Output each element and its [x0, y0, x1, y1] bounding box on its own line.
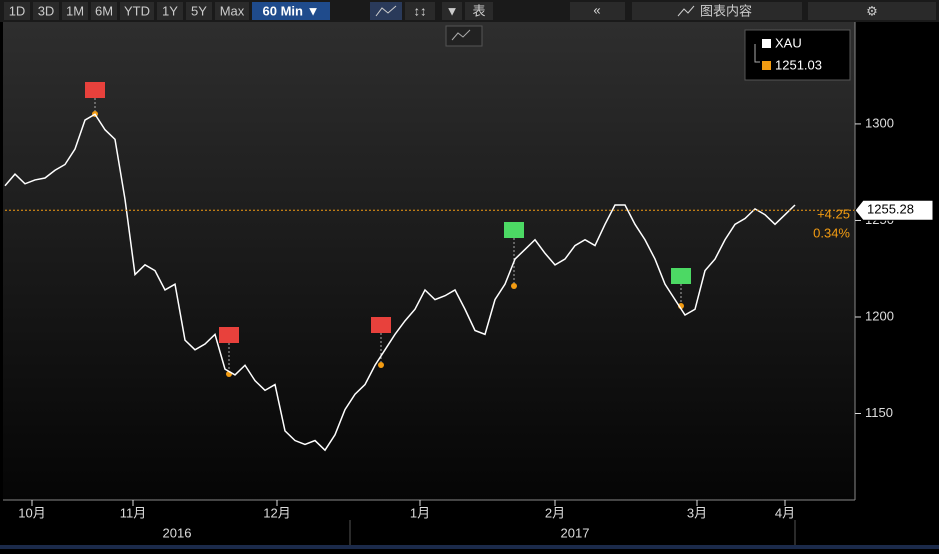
year-label: 2016 [163, 525, 192, 540]
year-label: 2017 [561, 525, 590, 540]
chart-type-icon [451, 29, 471, 41]
flag-dot [378, 362, 384, 368]
x-tick-label: 11月 [120, 505, 147, 520]
x-tick-label: 10月 [18, 505, 45, 520]
range-button[interactable] [186, 2, 212, 20]
sell-flag [85, 82, 105, 98]
range-label: 3D [38, 3, 55, 18]
last-price-box [854, 199, 934, 221]
settings-icon: ⚙ [866, 3, 878, 18]
range-button[interactable] [62, 2, 88, 20]
x-tick-label: 3月 [687, 505, 707, 520]
plot-area [3, 22, 855, 500]
y-tick-label: 1150 [865, 405, 893, 420]
settings-button[interactable] [808, 2, 936, 20]
legend-connector [754, 44, 760, 63]
interval-button[interactable] [252, 2, 330, 20]
range-button[interactable] [33, 2, 59, 20]
range-button[interactable] [215, 2, 249, 20]
change-label: +4.25 [817, 207, 850, 222]
bar-icon-button[interactable] [405, 2, 435, 20]
chart-content-button[interactable] [632, 2, 802, 20]
collapse-button[interactable] [570, 2, 625, 20]
flag-dot [511, 283, 517, 289]
range-button[interactable] [157, 2, 183, 20]
range-label: 5Y [191, 3, 207, 18]
range-label: Max [220, 3, 245, 18]
x-tick-label: 1月 [410, 505, 430, 520]
sell-flag [219, 327, 239, 343]
x-tick-label: 12月 [263, 505, 290, 520]
dropdown[interactable] [442, 2, 462, 20]
range-button[interactable] [120, 2, 154, 20]
legend [744, 29, 851, 81]
legend-value: 1251.03 [775, 57, 822, 72]
buy-flag [671, 268, 691, 284]
bar-icon: ↕↕ [414, 3, 427, 18]
last-price-label: 1255.28 [867, 202, 914, 217]
range-label: 1D [9, 3, 26, 18]
flags [85, 82, 691, 377]
range-label: 1M [66, 3, 84, 18]
price-line [4, 113, 796, 452]
buy-flag [504, 222, 524, 238]
dropdown-arrow: ▼ [446, 3, 459, 18]
sell-flag [371, 317, 391, 333]
legend-swatch [762, 39, 771, 48]
x-tick-label: 2月 [545, 505, 565, 520]
table-label: 表 [472, 3, 485, 18]
range-button[interactable] [91, 2, 117, 20]
x-tick-label: 4月 [775, 505, 795, 520]
legend-swatch [762, 61, 771, 70]
range-label: 1Y [162, 3, 178, 18]
chart-content-icon [677, 5, 695, 17]
y-tick-label: 1300 [865, 115, 894, 130]
y-tick-label: 1200 [865, 308, 894, 323]
legend-label: XAU [775, 35, 802, 50]
chart-content-label: 图表内容 [700, 3, 752, 18]
range-button[interactable] [4, 2, 30, 20]
range-label: YTD [124, 3, 150, 18]
collapse-label: « [593, 2, 600, 17]
table-button[interactable] [465, 2, 493, 20]
interval-label: 60 Min ▼ [263, 3, 320, 18]
bottom-strip [0, 545, 939, 549]
range-label: 6M [95, 3, 113, 18]
change-pct-label: 0.34% [813, 226, 850, 241]
line-icon [375, 5, 397, 17]
